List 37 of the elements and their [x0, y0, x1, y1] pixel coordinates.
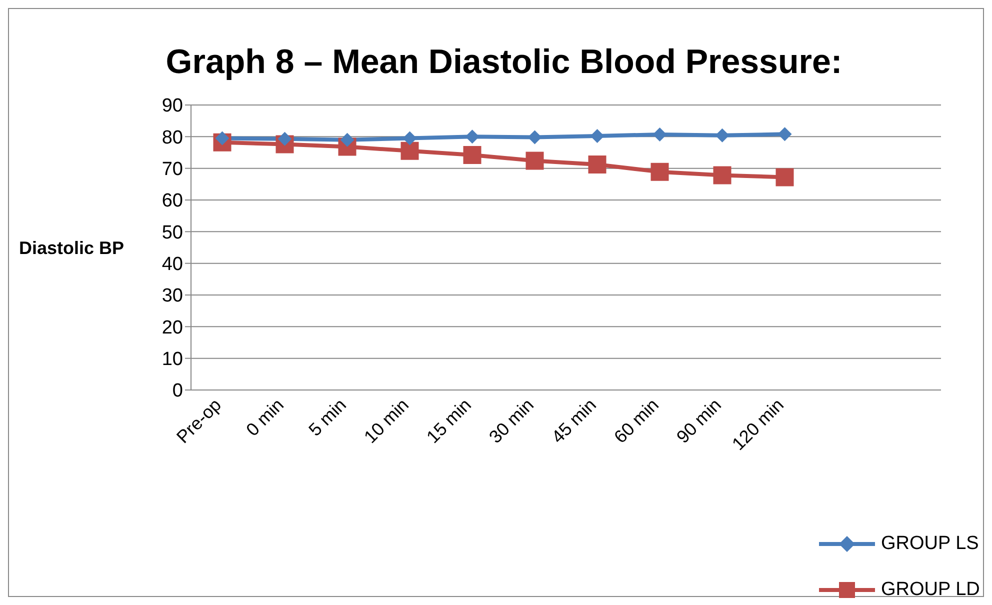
- point: [778, 127, 792, 142]
- y-tick-label: 60: [162, 190, 183, 212]
- y-tick-label: 70: [162, 159, 183, 180]
- point: [652, 127, 667, 142]
- y-tick-label: 50: [162, 222, 183, 244]
- point: [713, 166, 732, 184]
- x-tick-label: 30 min: [485, 394, 538, 448]
- point: [526, 152, 544, 170]
- point: [465, 130, 480, 144]
- y-tick-label: 80: [162, 127, 183, 148]
- chart-title: Graph 8 – Mean Diastolic Blood Pressure:: [164, 43, 844, 82]
- y-tick-label: 30: [162, 286, 183, 307]
- x-tick-label: 120 min: [728, 394, 788, 454]
- y-tick-label: 40: [162, 254, 183, 276]
- legend-label: GROUP LS: [881, 533, 979, 555]
- point: [400, 142, 419, 160]
- point: [590, 129, 604, 144]
- point: [650, 162, 669, 181]
- x-tick-label: 60 min: [610, 394, 663, 448]
- x-tick-label: 5 min: [304, 394, 350, 440]
- x-tick-label: 15 min: [422, 394, 476, 448]
- y-tick-label: 90: [162, 96, 183, 117]
- point: [528, 130, 542, 144]
- x-tick-label: 10 min: [360, 394, 413, 448]
- point: [776, 168, 794, 186]
- x-tick-label: 90 min: [672, 394, 726, 448]
- x-tick-label: 45 min: [548, 394, 600, 448]
- y-tick-label: 10: [162, 349, 183, 370]
- point: [588, 156, 606, 174]
- x-tick-label: 0 min: [242, 394, 288, 440]
- point: [402, 131, 417, 146]
- y-tick-label: 20: [162, 317, 183, 338]
- point: [715, 128, 730, 142]
- legend-label: GROUP LD: [881, 579, 980, 601]
- point: [463, 146, 482, 164]
- y-axis-title: Diastolic BP: [19, 238, 124, 258]
- y-tick-label: 0: [172, 380, 183, 402]
